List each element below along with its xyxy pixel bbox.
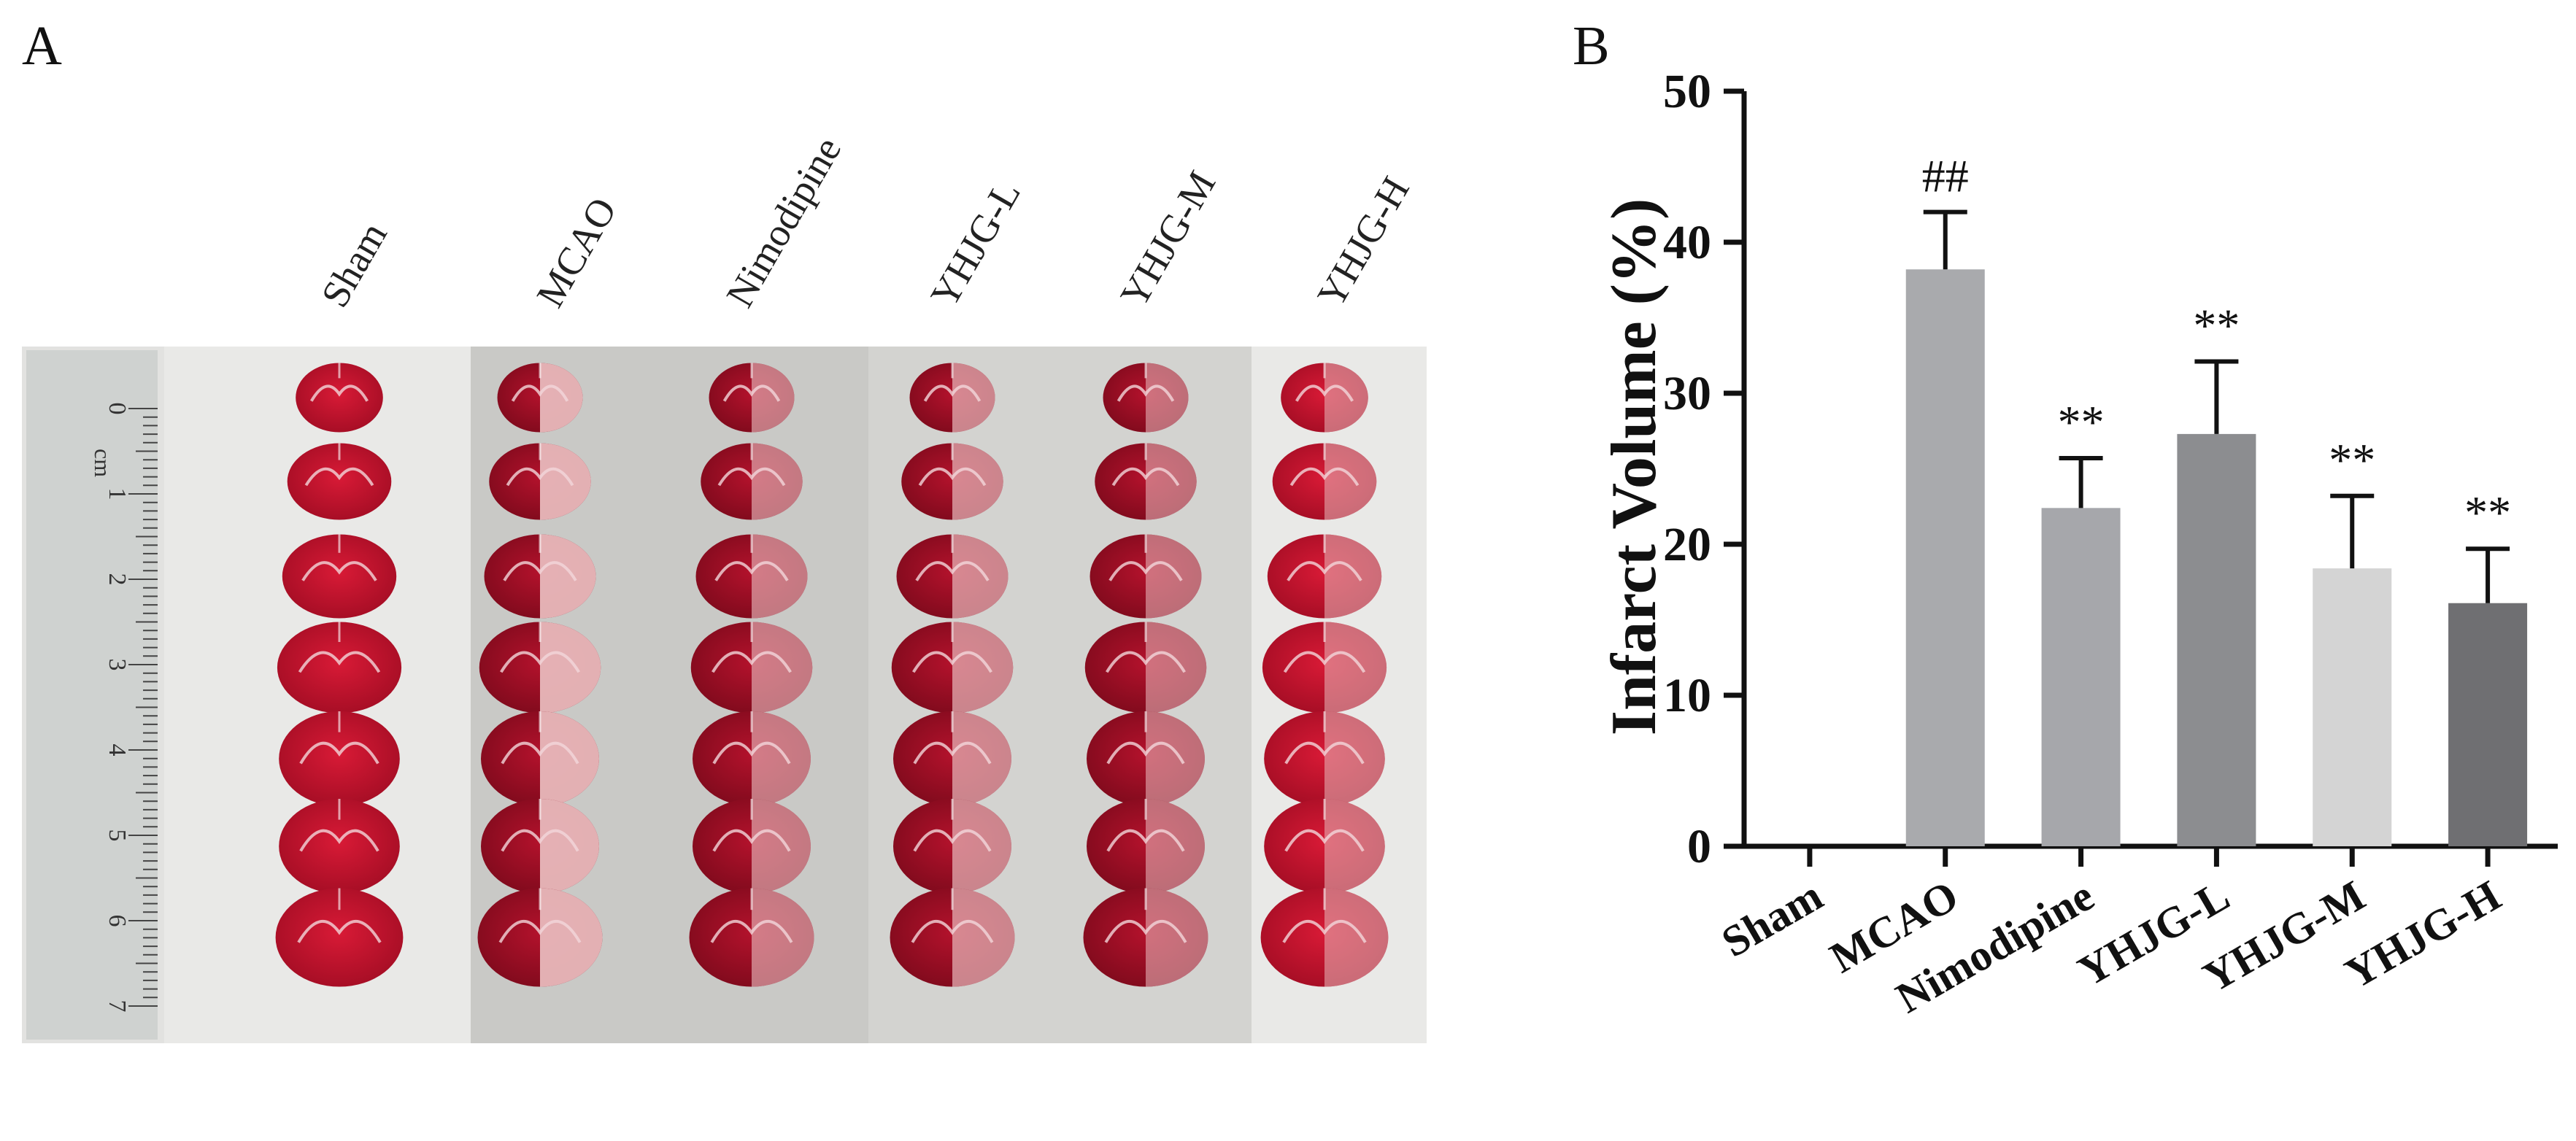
brain-slice <box>279 711 400 806</box>
brain-slice <box>1103 363 1189 433</box>
y-tick-label: 10 <box>1663 669 1711 722</box>
brain-slice <box>275 888 404 987</box>
brain-slice <box>1264 711 1385 806</box>
brain-slice <box>690 622 813 713</box>
y-tick-label: 30 <box>1663 367 1711 420</box>
group-label: YHJG-H <box>1308 169 1417 314</box>
bar <box>2041 508 2121 846</box>
brain-slice <box>693 711 811 806</box>
brain-slice <box>477 888 603 987</box>
brain-slice <box>1087 799 1205 894</box>
group-labels: Sham MCAO Nimodipine YHJG-L YHJG-M YHJG-H <box>312 130 1417 314</box>
panel-label-a: A <box>22 15 62 77</box>
brain-slice <box>481 711 599 806</box>
bar <box>2313 568 2392 846</box>
ruler-number: 2 <box>104 573 131 586</box>
brain-slice <box>689 888 814 987</box>
x-tick-label: YHJG-H <box>2337 871 2509 998</box>
infarct-volume-chart: Infarct Volume (%) 0 10 20 30 40 50 ## ** ** ** *… <box>1599 65 2558 1022</box>
brain-slice <box>1095 443 1197 520</box>
bar <box>2177 433 2256 846</box>
bar <box>1905 269 1985 846</box>
brain-slice <box>1281 363 1368 433</box>
significance-annotations: ## ** ** ** ** <box>1922 150 2511 539</box>
brain-slice <box>484 534 596 619</box>
significance-mark: ** <box>2058 396 2105 448</box>
brain-slice <box>497 363 583 433</box>
y-tick-label: 0 <box>1687 820 1711 873</box>
group-label: Sham <box>312 214 395 314</box>
brain-slice <box>287 443 392 520</box>
significance-mark: ** <box>2464 487 2511 538</box>
group-label: YHJG-M <box>1111 163 1224 314</box>
ruler-unit-label: cm <box>90 449 116 477</box>
brain-slice <box>901 443 1003 520</box>
ruler-number: 3 <box>104 659 131 671</box>
ruler-numbers: 0 1 2 3 4 5 6 7 <box>104 403 131 1013</box>
group-label: YHJG-L <box>922 173 1028 314</box>
y-axis <box>1741 91 2558 849</box>
brain-slice <box>890 888 1015 987</box>
brain-slice-photo: cm 0 1 2 3 4 5 6 7 Sham MCAO Nimodipine YHJG-L YHJG… <box>22 130 1427 1043</box>
y-ticks: 0 10 20 30 40 50 <box>1663 65 1744 873</box>
error-bars <box>1923 209 2510 603</box>
brain-slice <box>1267 534 1382 619</box>
ruler-number: 7 <box>104 1000 131 1013</box>
brain-slice <box>481 799 599 894</box>
brain-slice <box>693 799 811 894</box>
y-axis-label: Infarct Volume (%) <box>1599 198 1670 736</box>
significance-mark: ** <box>2193 300 2240 352</box>
significance-mark: ** <box>2329 434 2375 486</box>
brain-slice <box>279 799 400 894</box>
brain-slice <box>1084 622 1207 713</box>
ruler-number: 5 <box>104 829 131 842</box>
brain-slice <box>1264 799 1385 894</box>
ruler-number: 1 <box>104 488 131 500</box>
brain-slice <box>1083 888 1208 987</box>
y-tick-label: 50 <box>1663 65 1711 118</box>
brain-slice <box>896 534 1009 619</box>
brain-slice <box>1090 534 1202 619</box>
brain-slice <box>1272 443 1377 520</box>
brain-slice <box>1260 888 1389 987</box>
brain-slice <box>891 622 1014 713</box>
brain-slice <box>695 534 808 619</box>
brain-slice <box>701 443 803 520</box>
brain-slice <box>893 799 1011 894</box>
brain-slice <box>1262 622 1387 713</box>
group-label: MCAO <box>528 190 625 314</box>
y-tick-label: 40 <box>1663 216 1711 269</box>
ruler-ticks <box>128 408 158 1007</box>
brain-slice <box>489 443 591 520</box>
brain-slice <box>1087 711 1205 806</box>
ruler-number: 4 <box>104 744 131 757</box>
x-tick-label: Sham <box>1713 871 1830 967</box>
brain-slice <box>479 622 601 713</box>
brain-slice <box>909 363 995 433</box>
bars <box>1905 269 2528 846</box>
brain-slice <box>709 363 795 433</box>
ruler: cm <box>26 350 158 1040</box>
significance-mark: ## <box>1922 150 1969 202</box>
brain-slice <box>282 534 397 619</box>
ruler-number: 6 <box>104 915 131 927</box>
y-tick-label: 20 <box>1663 518 1711 571</box>
group-label: Nimodipine <box>717 130 849 314</box>
bar <box>2448 603 2528 846</box>
ruler-number: 0 <box>104 403 131 415</box>
panel-label-b: B <box>1573 15 1610 77</box>
brain-slice <box>893 711 1011 806</box>
brain-slice <box>296 363 383 433</box>
brain-slices <box>275 363 1389 987</box>
brain-slice <box>277 622 402 713</box>
